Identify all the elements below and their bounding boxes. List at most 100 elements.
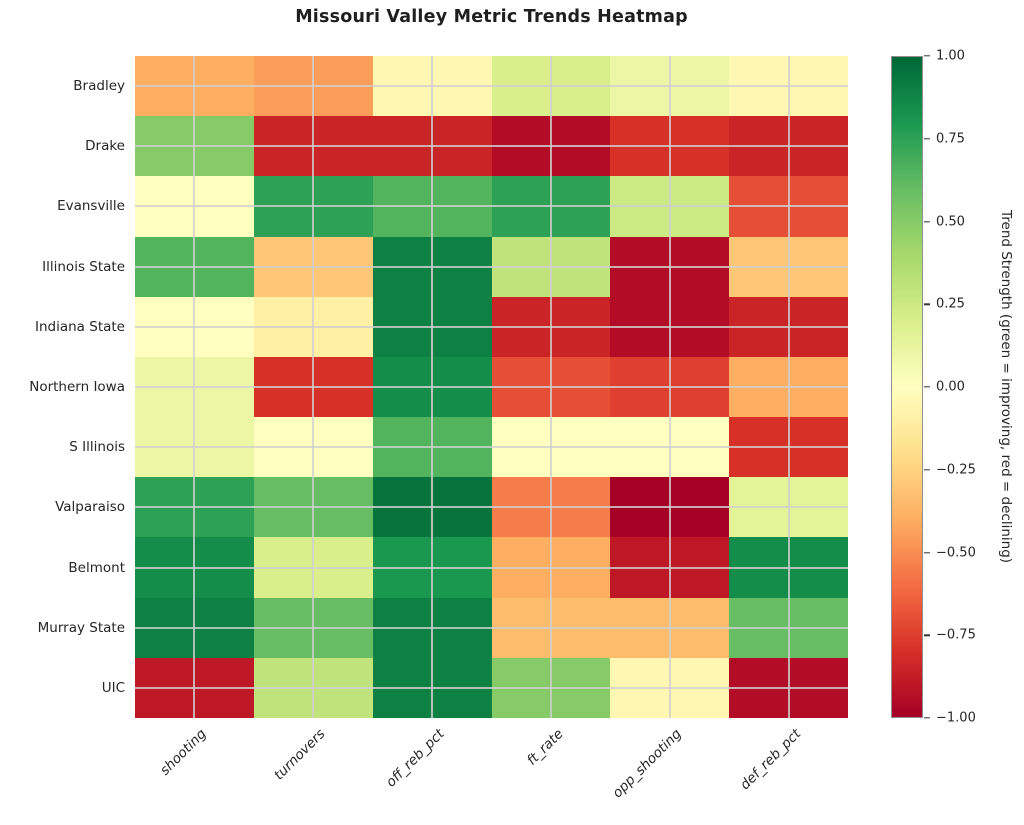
heatmap-cell	[253, 296, 373, 358]
heatmap-cell	[610, 176, 730, 237]
heatmap-cell	[610, 477, 730, 538]
heatmap-cell	[253, 597, 373, 659]
heatmap-cell	[372, 657, 492, 719]
heatmap-cell	[729, 116, 848, 177]
heatmap-cell	[491, 477, 611, 538]
heatmap-grid	[135, 56, 848, 719]
heatmap-cell	[610, 537, 730, 598]
y-tick-label: Indiana State	[35, 318, 125, 335]
heatmap-cell	[253, 477, 373, 538]
heatmap-cell	[135, 176, 254, 237]
y-tick-label: Murray State	[37, 619, 125, 636]
heatmap-cell	[491, 537, 611, 598]
heatmap-cell	[491, 597, 611, 659]
chart-title: Missouri Valley Metric Trends Heatmap	[295, 7, 688, 27]
colorbar-tick-mark	[924, 303, 930, 305]
colorbar-tick-mark	[924, 634, 930, 636]
colorbar-tick-label: −1.00	[936, 710, 976, 726]
heatmap-cell	[729, 417, 848, 478]
colorbar-tick-mark	[924, 469, 930, 471]
colorbar-axis-label: Trend Strength (green = improving, red =…	[998, 210, 1014, 564]
y-tick-label: Bradley	[73, 78, 125, 95]
heatmap-cell	[372, 296, 492, 358]
heatmap-cell	[610, 116, 730, 177]
heatmap-cell	[372, 597, 492, 659]
heatmap-cell	[135, 356, 254, 418]
heatmap-cell	[253, 356, 373, 418]
heatmap-cell	[372, 356, 492, 418]
heatmap-cell	[729, 296, 848, 358]
y-tick-label: Illinois State	[42, 258, 125, 275]
heatmap-cell	[729, 356, 848, 418]
y-tick-label: UIC	[101, 679, 125, 696]
heatmap-cell	[135, 296, 254, 358]
heatmap-cell	[610, 597, 730, 659]
colorbar-tick-label: 0.25	[936, 296, 965, 312]
heatmap-cell	[253, 56, 373, 117]
heatmap-cell	[491, 657, 611, 719]
heatmap-cell	[729, 477, 848, 538]
colorbar-tick-label: 0.75	[936, 131, 965, 147]
heatmap-cell	[610, 356, 730, 418]
x-tick-label: shooting	[157, 726, 210, 779]
heatmap-cell	[253, 657, 373, 719]
heatmap-cell	[372, 477, 492, 538]
x-tick-label: ft_rate	[523, 726, 567, 769]
colorbar-tick-mark	[924, 220, 930, 223]
heatmap-cell	[135, 116, 254, 177]
heatmap-cell	[372, 537, 492, 598]
colorbar	[891, 56, 923, 718]
heatmap-cell	[135, 417, 254, 478]
colorbar-tick-mark	[924, 386, 930, 388]
heatmap-cell	[729, 537, 848, 598]
heatmap-cell	[610, 236, 730, 297]
heatmap-cell	[729, 236, 848, 297]
colorbar-tick-label: 1.00	[936, 48, 965, 64]
heatmap-cell	[610, 56, 730, 117]
y-tick-label: Drake	[85, 138, 125, 155]
heatmap-cell	[610, 417, 730, 478]
colorbar-tick-mark	[924, 55, 930, 57]
colorbar-tick-label: 0.50	[936, 214, 965, 229]
heatmap-cell	[610, 657, 730, 719]
x-tick-label: off_reb_pct	[382, 726, 448, 791]
heatmap-cell	[491, 356, 611, 418]
colorbar-tick-mark	[924, 551, 930, 554]
x-tick-label: def_reb_pct	[736, 726, 804, 794]
heatmap-cell	[729, 176, 848, 237]
heatmap-cell	[253, 116, 373, 177]
heatmap-cell	[372, 116, 492, 177]
heatmap-cell	[372, 176, 492, 237]
heatmap-cell	[491, 176, 611, 237]
y-tick-label: Evansville	[57, 198, 125, 215]
heatmap-cell	[491, 56, 611, 117]
heatmap-cell	[135, 597, 254, 659]
colorbar-tick-label: 0.00	[936, 379, 965, 395]
colorbar-tick-mark	[924, 717, 930, 719]
colorbar-tick-label: −0.25	[936, 462, 976, 478]
heatmap-cell	[491, 236, 611, 297]
heatmap-cell	[372, 236, 492, 297]
heatmap-cell	[610, 296, 730, 358]
y-tick-label: Northern Iowa	[29, 379, 125, 395]
heatmap-cell	[135, 477, 254, 538]
heatmap-cell	[135, 657, 254, 719]
heatmap-cell	[491, 116, 611, 177]
x-tick-label: turnovers	[271, 726, 329, 784]
heatmap-cell	[372, 56, 492, 117]
heatmap-cell	[253, 176, 373, 237]
heatmap-cell	[372, 417, 492, 478]
heatmap-cell	[253, 236, 373, 297]
heatmap-cell	[729, 657, 848, 719]
y-tick-label: S Illinois	[69, 439, 125, 456]
heatmap-cell	[135, 236, 254, 297]
colorbar-tick-mark	[924, 138, 930, 140]
colorbar-tick-label: −0.50	[936, 545, 976, 560]
heatmap-cell	[135, 537, 254, 598]
heatmap-cell	[491, 417, 611, 478]
heatmap-cell	[729, 597, 848, 659]
colorbar-tick-label: −0.75	[936, 627, 976, 643]
heatmap-cell	[729, 56, 848, 117]
heatmap-cell	[253, 537, 373, 598]
